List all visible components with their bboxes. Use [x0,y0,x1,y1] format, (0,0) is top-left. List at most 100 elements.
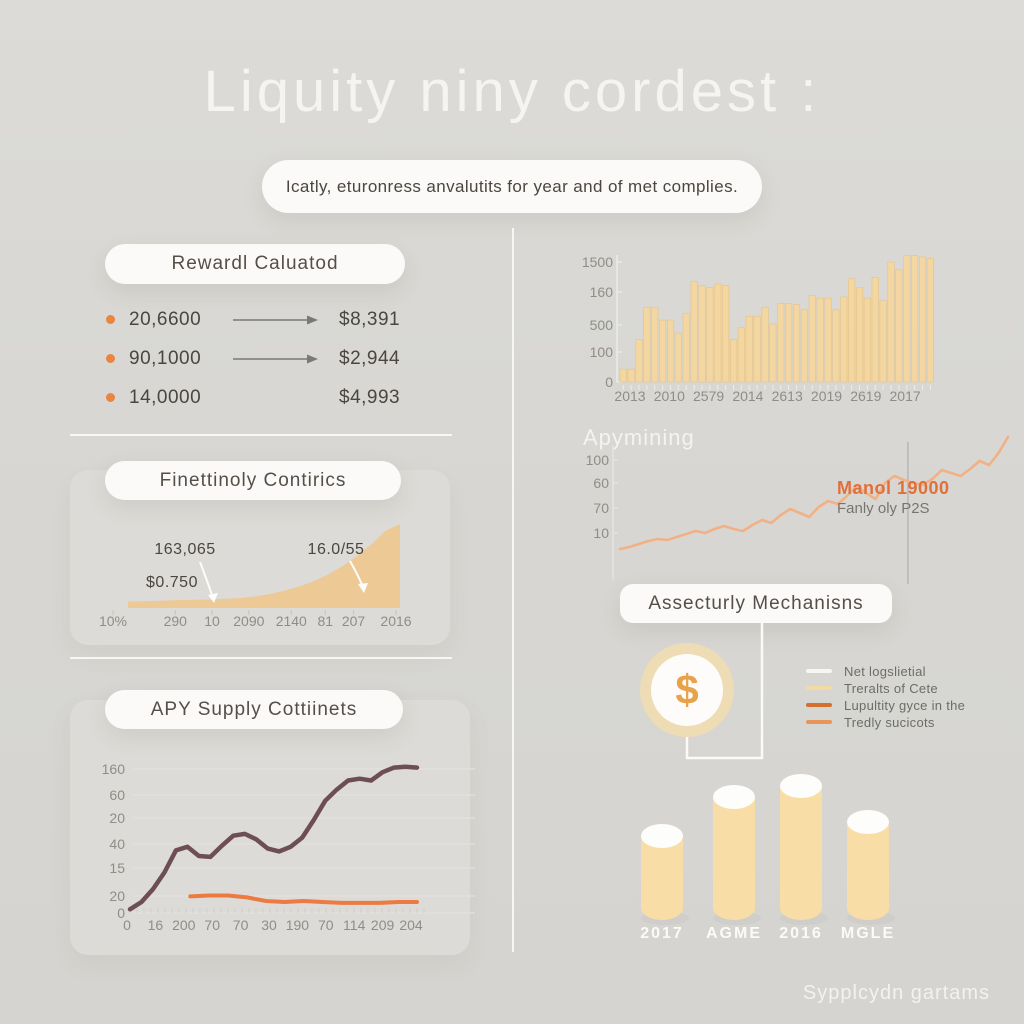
bullet-icon [106,393,115,402]
svg-text:500: 500 [590,317,614,333]
dollar-icon: $ [651,654,723,726]
bar [832,309,840,383]
divider-line [70,434,452,436]
bar [840,296,848,383]
bar [848,278,856,383]
bar [816,297,824,383]
bar [808,295,816,383]
bar [643,306,651,383]
svg-text:16.0/55: 16.0/55 [308,541,365,558]
svg-text:2613: 2613 [772,388,803,404]
bar [682,313,690,383]
svg-text:Manol 19000: Manol 19000 [837,478,950,498]
bar [753,315,761,383]
bar [761,306,769,383]
security-legend: Net logslietial Treralts of Cete Lupultity… [806,663,1024,731]
arrow-right-icon [231,314,339,326]
svg-text:30: 30 [261,917,277,933]
bar [887,261,895,383]
cylinder-bar [847,810,895,925]
subtitle-banner: Icatly, eturonress anvalutits for year a… [262,160,762,213]
svg-text:70: 70 [318,917,334,933]
bar [651,306,659,383]
svg-text:2140: 2140 [276,613,307,629]
bar [730,339,738,383]
bar [879,300,887,383]
svg-text:2017: 2017 [640,925,684,942]
dollar-coin: $ [640,643,734,737]
center-divider [512,228,514,952]
reward-value: $4,993 [339,386,401,408]
svg-text:2019: 2019 [811,388,842,404]
legend-swatch [806,669,832,673]
bar [800,309,808,383]
bar [911,255,919,383]
arrow-right-icon [231,353,339,365]
svg-text:2010: 2010 [654,388,685,404]
svg-text:204: 204 [399,917,423,933]
subtitle-text: Icatly, eturonress anvalutits for year a… [285,176,739,196]
reward-row: 20,6600 $8,391 [106,300,446,339]
svg-text:160: 160 [102,761,126,777]
bar [627,368,635,383]
divider-line [70,657,452,659]
bullet-icon [106,354,115,363]
legend-label: Treralts of Cete [844,680,938,696]
svg-text:209: 209 [371,917,395,933]
svg-text:1500: 1500 [582,254,613,270]
bar [863,297,871,383]
bar [667,319,675,383]
svg-text:10: 10 [204,613,220,629]
bar [690,281,698,383]
svg-text:2017: 2017 [890,388,921,404]
line-series-supply [127,764,420,912]
svg-text:20: 20 [109,810,125,826]
bar [674,332,682,383]
svg-text:AGME: AGME [706,925,762,942]
svg-text:16: 16 [148,917,164,933]
bar [903,255,911,383]
reward-rows: 20,6600 $8,391 90,1000 $2,944 14,0000 $4,993 [106,300,446,417]
bar [659,319,667,383]
apy-header: APY Supply Cottiinets [105,690,403,729]
svg-text:40: 40 [109,836,125,852]
period-cylinder-chart: 2017 AGME 2016 MGLE [640,774,895,942]
legend-label: Tredly sucicots [844,714,935,730]
security-card-header: Assecturly Mechanisns [620,584,892,623]
svg-text:114: 114 [343,917,366,933]
svg-text:Fanly oly P2S: Fanly oly P2S [837,500,930,517]
bar [855,287,864,383]
bar [918,256,927,383]
reward-value: $8,391 [339,308,401,330]
bar [737,327,745,383]
bar [895,269,903,383]
legend-item: Treralts of Cete [806,680,1024,696]
svg-text:70: 70 [233,917,249,933]
bar [777,302,785,383]
svg-text:207: 207 [342,613,366,629]
legend-item: Tredly sucicots [806,714,1024,730]
apymining-title: Apymining [583,425,695,450]
svg-text:160: 160 [590,284,614,300]
bullet-icon [106,315,115,324]
svg-text:MGLE: MGLE [841,925,895,942]
bar [714,283,722,383]
dollar-glyph: $ [675,666,699,713]
svg-text:163,065: 163,065 [154,541,215,558]
bar [769,323,777,383]
bar [926,257,934,383]
cylinder-bar [780,774,828,925]
bar [635,339,643,383]
reward-amount: 14,0000 [129,386,202,408]
svg-text:2619: 2619 [850,388,881,404]
svg-text:0: 0 [117,905,125,921]
bar [785,302,793,383]
svg-text:70: 70 [593,500,609,516]
bar [706,287,714,383]
security-card-title: Assecturly Mechanisns [648,592,864,614]
svg-text:100: 100 [586,452,610,468]
finettinoly-title: Finettinoly Contirics [159,469,347,491]
bar [871,277,879,383]
apy-title: APY Supply Cottiinets [150,698,358,720]
page-title: Liquity niny cordest : [203,59,821,124]
